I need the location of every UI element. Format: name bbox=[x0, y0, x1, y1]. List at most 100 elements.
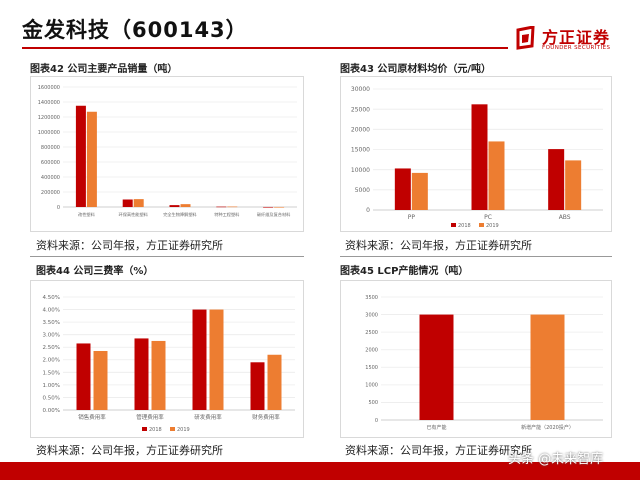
header-divider bbox=[22, 47, 508, 49]
x-category-label: ABS bbox=[559, 214, 571, 221]
y-tick-label: 800000 bbox=[41, 145, 60, 151]
chart-panel-43: 0 5000 10000 15000 20000 25000 30000 PP PC ABS 201… bbox=[340, 76, 612, 232]
x-category-label: 碳纤维及复合材料 bbox=[257, 211, 291, 218]
chart-panel-44: 0.00% 0.50% 1.00% 1.50% 2.00% 2.50% 3.00% 3.50%… bbox=[30, 280, 304, 438]
legend-label: 2018 bbox=[149, 427, 162, 433]
chart-42-sales-volume: 0 200000 400000 600000 800000 1000000 1200000 1… bbox=[38, 85, 297, 218]
logo-english-text: FOUNDER SECURITIES bbox=[542, 45, 611, 51]
y-tick-label: 3000 bbox=[365, 312, 378, 318]
chart-source-42: 资料来源：公司年报，方正证券研究所 bbox=[36, 239, 223, 252]
chart-source-43: 资料来源：公司年报，方正证券研究所 bbox=[345, 239, 532, 252]
founder-logo-icon bbox=[516, 26, 535, 50]
logo-chinese-text: 方正证券 bbox=[542, 28, 611, 47]
y-tick-label: 4.50% bbox=[43, 295, 60, 301]
chart-source-45: 资料来源：公司年报，方正证券研究所 bbox=[345, 444, 532, 457]
y-tick-label: 1.00% bbox=[43, 383, 60, 389]
bar bbox=[86, 111, 97, 207]
chart-panel-45: 0 500 1000 1500 2000 2500 3000 3500 已有产能 新增产能（202… bbox=[340, 280, 612, 438]
y-tick-label: 0 bbox=[366, 207, 370, 214]
bar bbox=[76, 343, 91, 410]
y-tick-label: 1000000 bbox=[38, 130, 60, 136]
chart-43-raw-material-price: 0 5000 10000 15000 20000 25000 30000 PP PC ABS 201… bbox=[351, 86, 603, 229]
legend-label: 2018 bbox=[458, 223, 471, 229]
watermark-text: 头条 @未来智库 bbox=[508, 452, 604, 467]
y-tick-label: 200000 bbox=[41, 190, 60, 196]
y-tick-label: 1400000 bbox=[38, 100, 60, 106]
x-category-label: PC bbox=[484, 214, 492, 221]
bar bbox=[471, 104, 488, 210]
page-title: 金发科技（600143） bbox=[22, 18, 248, 42]
bar bbox=[250, 362, 265, 410]
bar bbox=[267, 354, 282, 410]
bar bbox=[263, 206, 274, 208]
bar bbox=[93, 350, 108, 410]
bar bbox=[209, 309, 224, 410]
bar bbox=[411, 172, 428, 210]
y-tick-label: 2.00% bbox=[43, 358, 60, 364]
y-tick-label: 1200000 bbox=[38, 115, 60, 121]
x-category-label: 财务费用率 bbox=[252, 413, 280, 421]
chart-panel-42: 0 200000 400000 600000 800000 1000000 1200000 1… bbox=[30, 76, 304, 232]
x-category-label: 新增产能（2020投产） bbox=[521, 424, 574, 431]
y-tick-label: 10000 bbox=[351, 167, 370, 174]
bar bbox=[216, 206, 227, 208]
y-tick-label: 400000 bbox=[41, 175, 60, 181]
x-category-label: 已有产能 bbox=[426, 424, 446, 431]
y-tick-label: 25000 bbox=[351, 106, 370, 113]
bar bbox=[75, 105, 86, 207]
x-category-label: 完全生物降解塑料 bbox=[163, 211, 197, 218]
bar bbox=[227, 206, 238, 208]
legend-label: 2019 bbox=[486, 223, 499, 229]
chart-title-44: 图表44 公司三费率（%） bbox=[36, 266, 154, 277]
y-tick-label: 30000 bbox=[351, 86, 370, 93]
bar bbox=[122, 199, 133, 207]
x-category-label: PP bbox=[408, 214, 416, 221]
chart-title-45: 图表45 LCP产能情况（吨） bbox=[340, 266, 469, 277]
bar bbox=[192, 309, 207, 410]
chart-title-42: 图表42 公司主要产品销量（吨） bbox=[30, 64, 178, 75]
y-tick-label: 5000 bbox=[355, 187, 370, 194]
x-category-label: 管理费用率 bbox=[136, 413, 164, 421]
y-tick-label: 3500 bbox=[365, 295, 378, 301]
bar bbox=[169, 205, 180, 207]
bar bbox=[133, 199, 144, 207]
bar bbox=[565, 160, 582, 210]
bar bbox=[274, 206, 285, 208]
bar bbox=[419, 314, 454, 420]
y-tick-label: 2500 bbox=[365, 330, 378, 336]
bar bbox=[530, 314, 565, 420]
y-tick-label: 3.50% bbox=[43, 320, 60, 326]
y-tick-label: 15000 bbox=[351, 147, 370, 154]
chart-44-expense-ratios: 0.00% 0.50% 1.00% 1.50% 2.00% 2.50% 3.00% 3.50%… bbox=[43, 295, 295, 433]
legend-swatch bbox=[479, 223, 484, 227]
y-tick-label: 1500 bbox=[365, 365, 378, 371]
y-tick-label: 0 bbox=[57, 205, 60, 211]
bar bbox=[180, 204, 191, 207]
x-category-label: 研发费用率 bbox=[194, 413, 222, 421]
y-tick-label: 20000 bbox=[351, 126, 370, 133]
x-category-label: 销售费用率 bbox=[78, 413, 106, 421]
bar bbox=[394, 168, 411, 210]
y-tick-label: 1600000 bbox=[38, 85, 60, 91]
y-tick-label: 2.50% bbox=[43, 345, 60, 351]
y-tick-label: 600000 bbox=[41, 160, 60, 166]
legend-swatch bbox=[451, 223, 456, 227]
chart-45-lcp-capacity: 0 500 1000 1500 2000 2500 3000 3500 已有产能 新增产能（202… bbox=[365, 295, 603, 431]
y-tick-label: 1.50% bbox=[43, 370, 60, 376]
y-tick-label: 0.50% bbox=[43, 395, 60, 401]
chart-title-43: 图表43 公司原材料均价（元/吨） bbox=[340, 64, 492, 75]
y-tick-label: 0 bbox=[375, 418, 378, 424]
y-tick-label: 4.00% bbox=[43, 307, 60, 313]
divider bbox=[340, 256, 612, 257]
y-tick-label: 2000 bbox=[365, 347, 378, 353]
y-tick-label: 3.00% bbox=[43, 333, 60, 339]
x-category-label: 特种工程塑料 bbox=[214, 211, 240, 218]
brand-logo: 方正证券 FOUNDER SECURITIES bbox=[516, 24, 626, 60]
bar bbox=[548, 149, 565, 210]
legend-label: 2019 bbox=[177, 427, 190, 433]
y-tick-label: 1000 bbox=[365, 383, 378, 389]
x-category-label: 改性塑料 bbox=[78, 211, 96, 218]
y-tick-label: 0.00% bbox=[43, 408, 60, 414]
footer-bar bbox=[0, 462, 640, 480]
legend-swatch bbox=[142, 427, 147, 431]
